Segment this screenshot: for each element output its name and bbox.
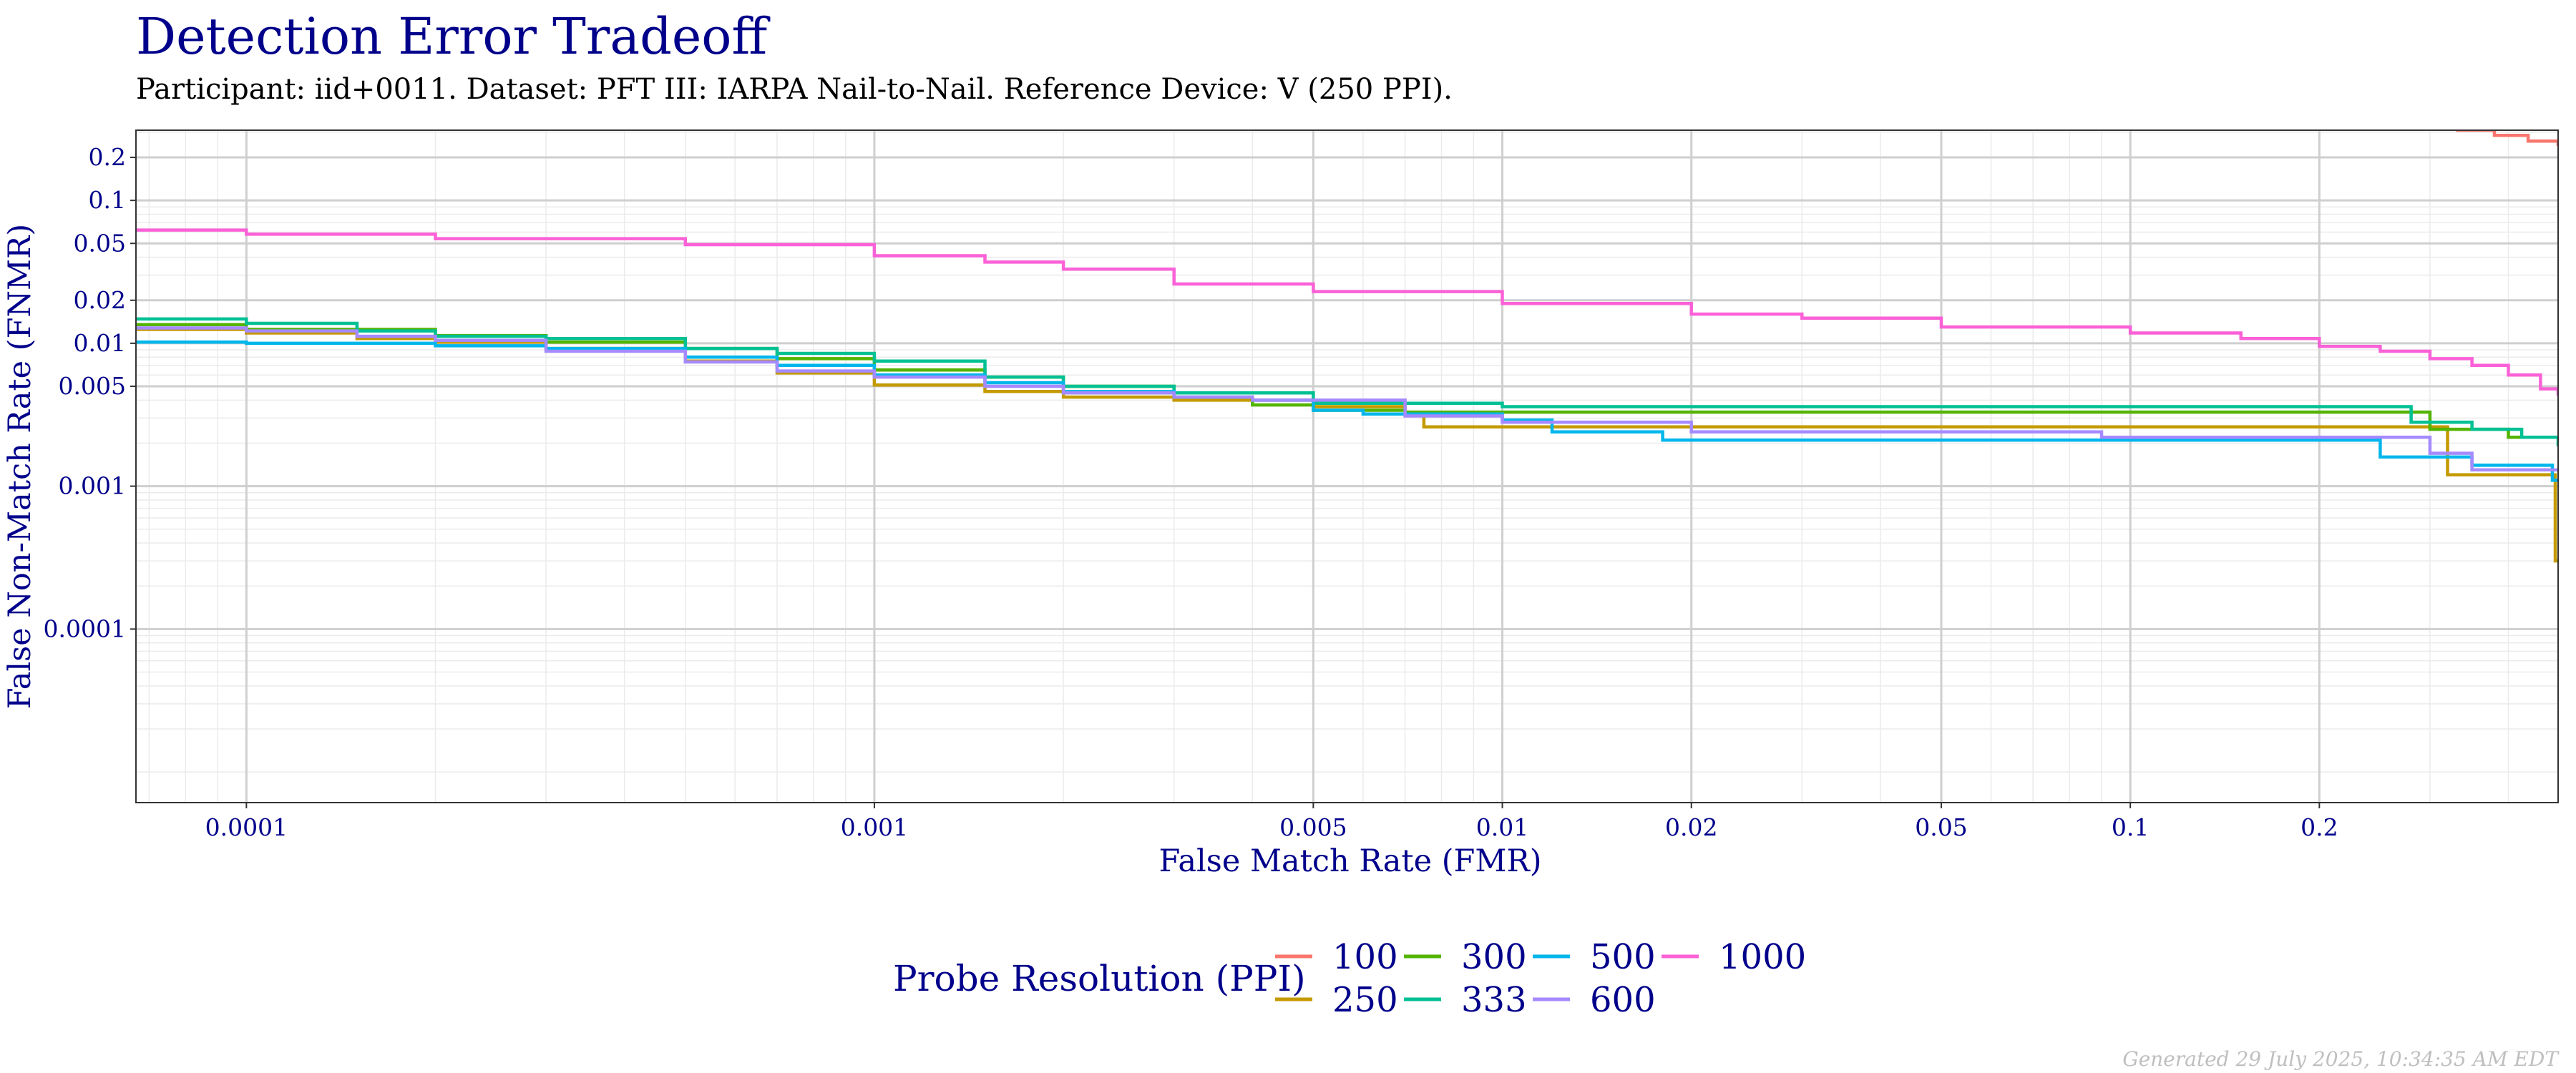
legend-label-100: 100 — [1332, 937, 1398, 977]
y-tick-label: 0.001 — [59, 472, 126, 500]
chart-title: Detection Error Tradeoff — [136, 7, 770, 66]
x-tick-label: 0.005 — [1279, 813, 1347, 841]
x-tick-label: 0.1 — [2112, 813, 2149, 841]
series-line-100-ppi — [2456, 130, 2558, 147]
x-axis-label: False Match Rate (FMR) — [1158, 843, 1541, 879]
legend-label-333: 333 — [1461, 980, 1527, 1020]
y-axis-label: False Non-Match Rate (FNMR) — [2, 224, 38, 709]
plot-area — [135, 129, 2559, 803]
legend-item-333: 333 — [1404, 980, 1527, 1020]
series-line-333-ppi — [136, 317, 2558, 446]
legend-item-500: 500 — [1533, 937, 1656, 977]
x-tick-label: 0.001 — [841, 813, 908, 841]
plot-background — [136, 130, 2558, 803]
legend-label-600: 600 — [1590, 980, 1656, 1020]
x-tick-label: 0.02 — [1665, 813, 1717, 841]
legend-item-600: 600 — [1533, 980, 1656, 1020]
y-tick-label: 0.01 — [74, 329, 126, 357]
legend-item-300: 300 — [1404, 937, 1527, 977]
y-axis-ticks: 0.0001 0.001 0.005 0.01 0.02 0.05 0.1 0.2 — [44, 143, 136, 642]
y-tick-label: 0.0001 — [44, 614, 126, 642]
plot-border — [135, 129, 2559, 803]
x-axis-ticks: 0.0001 0.001 0.005 0.01 0.02 0.05 0.1 0.2 — [205, 803, 2338, 841]
x-tick-label: 0.2 — [2301, 813, 2338, 841]
y-tick-label: 0.02 — [74, 286, 126, 314]
series-line-600-ppi — [136, 326, 2558, 472]
series-lines — [136, 130, 2558, 563]
x-tick-label: 0.0001 — [205, 813, 288, 841]
legend-label-300: 300 — [1461, 937, 1527, 977]
legend-item-250: 250 — [1275, 980, 1398, 1020]
chart-subtitle: Participant: iid+0011. Dataset: PFT III:… — [136, 73, 1453, 106]
y-tick-label: 0.1 — [89, 186, 126, 214]
series-line-1000-ppi — [136, 228, 2558, 396]
legend-label-1000: 1000 — [1719, 937, 1806, 977]
x-tick-label: 0.01 — [1476, 813, 1528, 841]
legend-item-100: 100 — [1275, 937, 1398, 977]
y-tick-label: 0.005 — [59, 372, 126, 400]
generated-timestamp: Generated 29 July 2025, 10:34:35 AM EDT — [2122, 1047, 2560, 1071]
y-tick-label: 0.2 — [89, 143, 126, 171]
legend-title: Probe Resolution (PPI) — [893, 958, 1306, 999]
legend-item-1000: 1000 — [1662, 937, 1806, 977]
legend-label-250: 250 — [1332, 980, 1398, 1020]
legend-label-500: 500 — [1590, 937, 1656, 977]
x-tick-label: 0.05 — [1915, 813, 1967, 841]
y-tick-label: 0.05 — [74, 229, 126, 257]
